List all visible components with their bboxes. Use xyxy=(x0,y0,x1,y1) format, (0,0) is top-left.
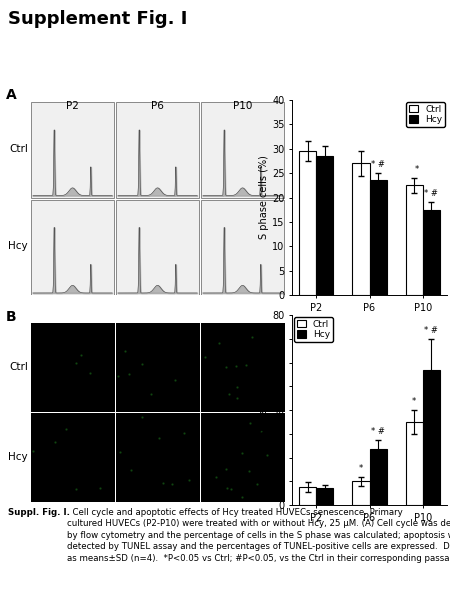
Point xyxy=(223,464,230,473)
Bar xyxy=(352,481,369,505)
Point xyxy=(139,413,146,422)
Point xyxy=(86,368,93,378)
Bar xyxy=(201,102,284,197)
Point xyxy=(171,376,179,385)
Point xyxy=(248,332,256,342)
Point xyxy=(243,360,250,370)
Bar xyxy=(116,199,199,295)
Point xyxy=(51,437,59,447)
Bar xyxy=(116,102,199,197)
Point xyxy=(225,389,233,398)
Bar xyxy=(201,199,284,295)
Point xyxy=(215,338,222,347)
Point xyxy=(253,479,260,489)
Text: P2: P2 xyxy=(66,323,79,333)
Text: *: * xyxy=(414,165,419,174)
Bar xyxy=(316,156,333,295)
Point xyxy=(160,479,167,488)
Text: Ctrl: Ctrl xyxy=(9,144,28,154)
Text: P6: P6 xyxy=(151,323,164,333)
Point xyxy=(63,425,70,434)
Bar xyxy=(423,370,440,505)
Text: P10: P10 xyxy=(233,323,252,333)
Bar xyxy=(31,102,114,197)
Bar xyxy=(116,323,199,412)
Bar xyxy=(352,163,369,295)
Point xyxy=(77,350,84,359)
Point xyxy=(72,484,80,494)
Point xyxy=(234,382,241,392)
Point xyxy=(201,352,208,362)
Point xyxy=(122,346,129,356)
Text: * #: * # xyxy=(424,190,438,199)
Point xyxy=(264,451,271,460)
Bar xyxy=(369,449,387,505)
Bar xyxy=(316,488,333,505)
Text: B: B xyxy=(6,310,17,324)
Point xyxy=(257,426,265,436)
Bar xyxy=(299,151,316,295)
Point xyxy=(116,448,123,457)
Text: A: A xyxy=(6,88,17,102)
Bar xyxy=(369,181,387,295)
Text: P10: P10 xyxy=(233,101,252,111)
Point xyxy=(180,428,188,437)
Point xyxy=(212,472,220,482)
Text: Cell cycle and apoptotic effects of Hcy treated HUVECs senescence. Primary
cultu: Cell cycle and apoptotic effects of Hcy … xyxy=(67,508,450,563)
Point xyxy=(73,358,80,368)
Text: Ctrl: Ctrl xyxy=(9,362,28,372)
Y-axis label: Apoptosis celsl (%): Apoptosis celsl (%) xyxy=(259,364,269,457)
Point xyxy=(128,465,135,475)
Legend: Ctrl, Hcy: Ctrl, Hcy xyxy=(406,102,445,127)
Point xyxy=(245,466,252,476)
Point xyxy=(29,446,36,455)
Text: Hcy: Hcy xyxy=(9,452,28,462)
Bar xyxy=(201,413,284,502)
Text: Suppl. Fig. I.: Suppl. Fig. I. xyxy=(8,508,70,517)
Text: Supplement Fig. I: Supplement Fig. I xyxy=(8,10,187,28)
Point xyxy=(155,433,162,443)
Point xyxy=(224,484,231,493)
Point xyxy=(185,475,193,485)
Bar xyxy=(406,422,423,505)
Text: *: * xyxy=(359,464,363,473)
Text: *: * xyxy=(412,397,416,406)
Point xyxy=(228,484,235,494)
Bar xyxy=(423,209,440,295)
Point xyxy=(223,362,230,372)
Legend: Ctrl, Hcy: Ctrl, Hcy xyxy=(294,317,333,341)
Text: * #: * # xyxy=(371,427,385,436)
Text: P6: P6 xyxy=(151,101,164,111)
Point xyxy=(233,361,240,371)
Point xyxy=(247,419,254,428)
Point xyxy=(238,448,245,457)
Bar xyxy=(31,413,114,502)
Text: Hcy: Hcy xyxy=(9,241,28,251)
Point xyxy=(238,492,245,502)
Text: * #: * # xyxy=(371,160,385,169)
Bar xyxy=(31,323,114,412)
Text: P2: P2 xyxy=(66,101,79,111)
Point xyxy=(96,483,104,493)
Point xyxy=(126,369,133,379)
Point xyxy=(138,359,145,368)
Text: * #: * # xyxy=(424,326,438,335)
Bar xyxy=(116,413,199,502)
Bar xyxy=(299,487,316,505)
Point xyxy=(234,393,241,403)
Bar xyxy=(201,323,284,412)
Y-axis label: S phase cells (%): S phase cells (%) xyxy=(259,155,269,239)
Point xyxy=(147,389,154,398)
Bar xyxy=(31,199,114,295)
Point xyxy=(169,479,176,489)
Bar xyxy=(406,185,423,295)
Point xyxy=(114,371,121,380)
